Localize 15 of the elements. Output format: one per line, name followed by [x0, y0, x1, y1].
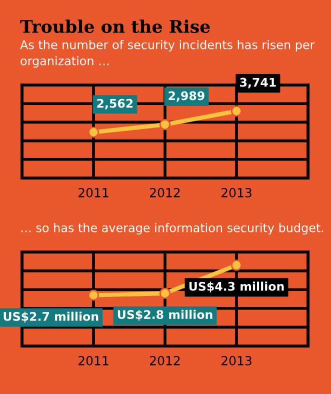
data-label: 2,562 [97, 98, 133, 110]
x-tick-label: 2012 [150, 356, 180, 366]
data-label: 2,989 [168, 91, 204, 102]
data-label: US$4.3 million [189, 282, 284, 292]
chart-subtitle: … so has the average information security budget. [21, 223, 324, 235]
chart-subtitle: As the number of security incidents has risen per organization … [20, 40, 315, 68]
data-label: US$2.8 million [118, 310, 212, 321]
chart-title: Trouble on the Rise [20, 20, 210, 34]
x-tick-label: 2013 [222, 188, 252, 198]
x-tick-label: 2011 [78, 188, 108, 198]
data-label: US$2.7 million [4, 312, 98, 322]
data-label: 3,741 [240, 78, 276, 88]
x-tick-label: 2012 [150, 188, 180, 198]
x-tick-label: 2013 [222, 356, 252, 366]
x-tick-label: 2011 [78, 356, 108, 366]
